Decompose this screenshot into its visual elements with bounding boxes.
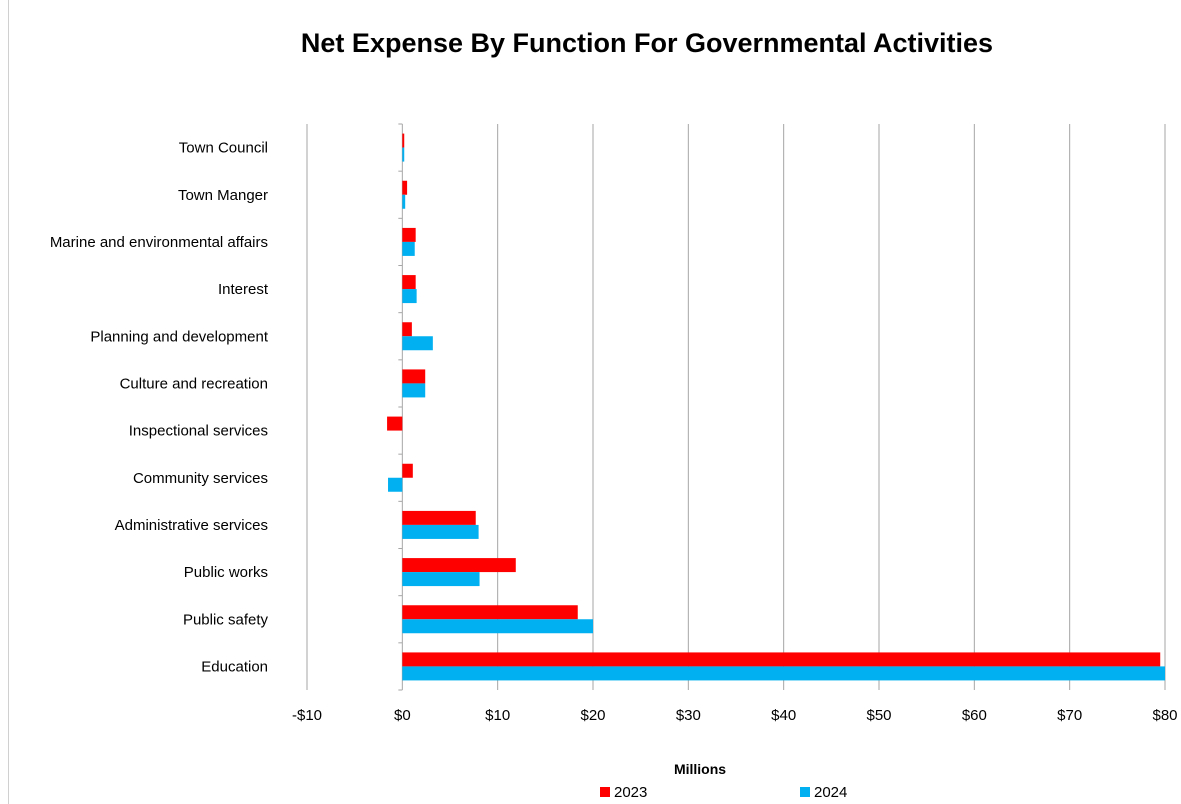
bar-2024 [402,666,1165,681]
category-label: Public works [184,564,268,581]
bar-2023 [402,510,476,525]
bar-2024 [402,289,417,304]
category-label: Planning and development [90,328,268,345]
x-tick-label: $70 [1057,707,1082,724]
x-tick-label: $10 [485,707,510,724]
bar-2024 [402,524,479,539]
x-tick-label: $30 [676,707,701,724]
x-tick-label: -$10 [292,707,322,724]
category-label: Interest [218,281,269,298]
category-label: Town Council [179,140,268,157]
x-tick-label: $60 [962,707,987,724]
bar-2023 [402,652,1161,667]
bar-2023 [402,605,578,620]
x-tick-label: $80 [1152,707,1177,724]
bar-2023 [402,369,426,384]
bar-2024 [402,194,406,209]
bar-2024 [402,336,433,351]
bar-2023 [402,322,412,337]
bar-2023 [402,133,405,148]
left-border-line [8,0,9,804]
category-labels: Town Council Town Manger Marine and enviro… [50,140,269,676]
x-axis-title: Millions [674,761,726,777]
category-label: Education [201,658,268,675]
x-tick-label: $40 [771,707,796,724]
category-label: Public safety [183,611,269,628]
bar-2024 [402,241,415,256]
chart-title: Net Expense By Function For Governmental… [301,28,993,58]
bar-2023 [387,416,403,431]
tick-labels: -$10 $0 $10 $20 $30 $40 $50 $60 $70 $80 [292,707,1178,724]
category-label: Culture and recreation [120,375,268,392]
x-tick-label: $50 [866,707,891,724]
bar-2023 [402,227,416,242]
x-tick-label: $20 [580,707,605,724]
legend-label-2023: 2023 [614,784,647,801]
legend-label-2024: 2024 [814,784,847,801]
bar-2023 [402,275,416,290]
x-tick-label: $0 [394,707,411,724]
bar-2024 [402,383,426,398]
bar-2023 [402,463,413,478]
legend-swatch-2023 [600,787,610,797]
bar-2023 [402,180,408,195]
bar-2024 [402,572,480,587]
bar-2024 [402,619,593,634]
category-label: Marine and environmental affairs [50,234,268,251]
bars [387,133,1165,681]
category-label: Administrative services [115,517,268,534]
legend: 2023 2024 [600,784,847,801]
bar-2023 [402,558,516,573]
category-label: Community services [133,470,268,487]
gridlines [306,123,1166,691]
legend-swatch-2024 [800,787,810,797]
category-label: Inspectional services [129,423,268,440]
bar-2024 [388,477,403,492]
bar-2024 [402,147,405,162]
category-label: Town Manger [178,187,268,204]
